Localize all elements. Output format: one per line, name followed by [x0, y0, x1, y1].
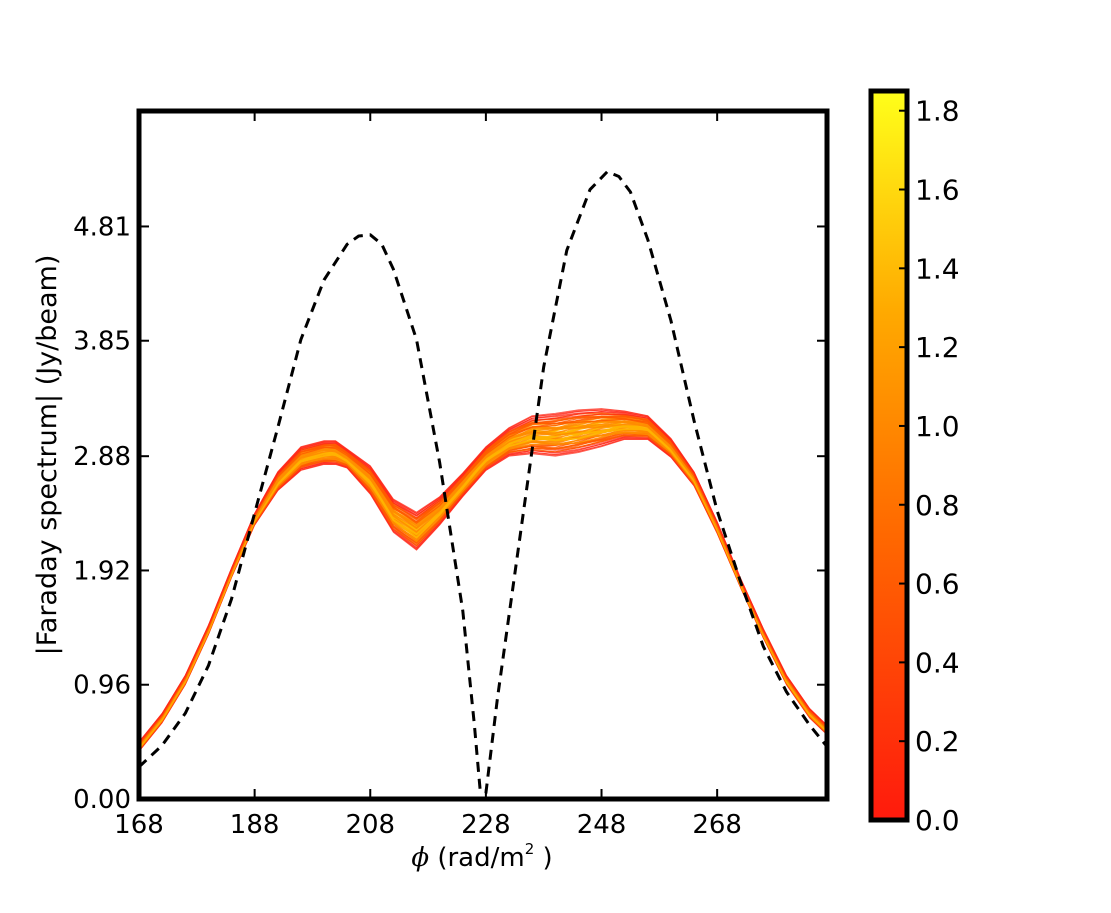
- colorbar-tick-label: 0.6: [915, 568, 960, 601]
- posterior-curve-band: [139, 408, 827, 752]
- posterior-curve: [139, 438, 827, 752]
- y-axis-label: |Faraday spectrum| (Jy/beam): [32, 255, 63, 656]
- posterior-curve: [139, 438, 827, 752]
- y-tick-label: 2.88: [73, 442, 131, 472]
- posterior-curve: [139, 428, 827, 750]
- posterior-curve: [139, 437, 827, 752]
- posterior-curve: [139, 434, 827, 751]
- posterior-curve: [139, 437, 827, 752]
- colorbar-axis: 0.0 0.2 0.4 0.6 0.8 1.0 1.2 1.4 1.6 1.8: [899, 95, 960, 837]
- x-tick-label: 168: [114, 810, 164, 840]
- colorbar-tick-label: 1.2: [915, 331, 960, 364]
- x-tick-label: 248: [577, 810, 627, 840]
- colorbar-tick-label: 0.2: [915, 725, 960, 758]
- y-tick-label: 0.00: [73, 785, 131, 815]
- posterior-curve: [139, 436, 827, 751]
- posterior-curve: [139, 431, 827, 749]
- posterior-curve: [139, 432, 827, 750]
- x-tick-label: 208: [345, 810, 395, 840]
- y-tick-label: 1.92: [73, 556, 131, 586]
- x-tick-label: 228: [461, 810, 511, 840]
- colorbar-tick-label: 1.0: [915, 410, 960, 443]
- y-axis: 0.00 0.96 1.92 2.88 3.85 4.81: [73, 212, 827, 815]
- colorbar-tick-label: 0.0: [915, 804, 960, 837]
- x-tick-label: 188: [230, 810, 280, 840]
- dashed-series-line: [139, 170, 827, 795]
- dashed-reference-curve: [139, 170, 827, 795]
- posterior-curve: [139, 436, 827, 751]
- colorbar: [868, 88, 910, 823]
- posterior-curve: [139, 439, 827, 752]
- y-tick-label: 0.96: [73, 671, 131, 701]
- colorbar-tick-label: 0.8: [915, 489, 960, 522]
- posterior-curve: [139, 428, 827, 748]
- posterior-curve: [139, 434, 827, 750]
- posterior-curve: [139, 427, 827, 749]
- x-axis-label: ϕ (rad/m2 ): [411, 840, 552, 873]
- posterior-curve: [139, 428, 827, 749]
- x-axis: 168 188 208 228 248 268: [114, 111, 742, 840]
- posterior-curve: [139, 429, 827, 748]
- posterior-curve: [139, 435, 827, 751]
- posterior-curve: [139, 426, 827, 749]
- posterior-curve: [139, 430, 827, 750]
- colorbar-tick-label: 0.4: [915, 646, 960, 679]
- colorbar-tick-label: 1.8: [915, 95, 960, 128]
- posterior-curve: [139, 435, 827, 751]
- x-tick-label: 268: [692, 810, 742, 840]
- posterior-curve: [139, 429, 827, 749]
- posterior-curve: [139, 431, 827, 749]
- y-tick-label: 4.81: [73, 212, 131, 242]
- colorbar-tick-label: 1.6: [915, 174, 960, 207]
- posterior-curve: [139, 432, 827, 750]
- colorbar-tick-label: 1.4: [915, 252, 960, 285]
- posterior-curve: [139, 434, 827, 751]
- posterior-curve: [139, 431, 827, 750]
- posterior-curve: [139, 408, 827, 743]
- plot-frame: [136, 108, 830, 802]
- posterior-curve: [139, 431, 827, 750]
- y-tick-label: 3.85: [73, 327, 131, 357]
